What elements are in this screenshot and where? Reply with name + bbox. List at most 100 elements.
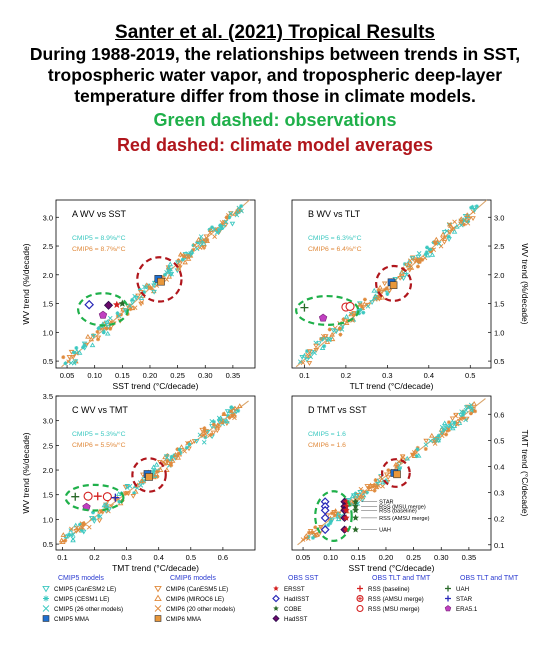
obs-cobe	[352, 498, 359, 505]
model-point	[349, 502, 354, 507]
x-tick-label: 0.25	[406, 553, 421, 562]
x-tick-label: 0.4	[424, 371, 434, 380]
x-tick-label: 0.30	[434, 553, 449, 562]
model-point	[229, 221, 236, 227]
model-point	[139, 299, 145, 305]
model-point	[470, 216, 476, 222]
model-point	[384, 286, 389, 291]
legend-marker	[273, 585, 279, 591]
model-point	[451, 423, 458, 429]
model-point	[471, 400, 477, 406]
model-point	[358, 495, 363, 500]
slope-label-cmip5: CMIP5 = 5.3%/°C	[72, 430, 126, 438]
y-tick-label: 2.5	[43, 242, 53, 251]
x-tick-label: 0.3	[382, 371, 392, 380]
model-point	[461, 222, 466, 227]
legend-label: CMIP6 (20 other models)	[166, 606, 235, 613]
model-point	[197, 242, 204, 248]
legend-label: CMIP5 (CanESM2 LE)	[54, 586, 116, 593]
model-point	[108, 326, 113, 331]
model-point	[225, 413, 230, 418]
model-point	[167, 261, 174, 267]
legend-marker	[273, 605, 279, 611]
model-point	[66, 355, 73, 360]
model-point	[452, 420, 457, 425]
observations-ellipse	[314, 490, 353, 542]
model-point	[104, 326, 109, 331]
x-tick-label: 0.2	[89, 553, 99, 562]
x-tick-label: 0.05	[296, 553, 311, 562]
y-tick-label: 0.5	[494, 357, 504, 366]
y-tick-label: 0.5	[43, 540, 53, 549]
model-point	[205, 237, 210, 242]
model-point	[335, 516, 342, 522]
legend-label: STAR	[456, 596, 473, 603]
model-point	[300, 537, 306, 542]
model-average-circle	[375, 264, 413, 302]
model-point	[176, 258, 181, 263]
model-point	[157, 467, 164, 472]
model-point	[85, 333, 91, 339]
model-point	[415, 264, 420, 269]
model-point	[69, 526, 74, 532]
model-point	[424, 250, 429, 255]
model-point	[358, 307, 363, 312]
obs-hadsst	[103, 300, 114, 310]
slope-label-cmip6: CMIP6 = 5.5%/°C	[72, 441, 126, 449]
model-point	[373, 484, 380, 490]
model-point	[369, 300, 375, 306]
model-point	[361, 310, 366, 315]
model-point	[362, 297, 367, 302]
model-point	[425, 245, 430, 250]
y-axis-label: WV trend (%/decade)	[21, 243, 31, 324]
model-point	[332, 325, 338, 331]
models-note: Red dashed: climate model averages	[116, 135, 434, 155]
model-point	[210, 430, 217, 436]
model-point	[210, 225, 215, 230]
legend-marker	[445, 585, 451, 592]
panel-a: 0.05 0.10 0.15 0.20 0.25 0.30 0.35 0.5 1.0 1.5 2.0…	[21, 199, 256, 391]
model-point	[329, 511, 334, 516]
model-point	[415, 254, 422, 260]
model-point	[436, 433, 441, 438]
model-point	[303, 535, 309, 541]
obs-ersst	[342, 506, 350, 514]
model-point	[471, 205, 478, 211]
model-point	[165, 458, 170, 463]
model-point	[428, 247, 433, 252]
model-point	[378, 477, 385, 483]
model-point	[375, 296, 381, 302]
obs-uah	[300, 303, 309, 312]
model-point	[212, 234, 217, 240]
model-point	[373, 478, 378, 483]
model-point	[379, 289, 385, 295]
model-point	[423, 442, 429, 447]
model-point	[221, 411, 226, 416]
model-point	[239, 208, 244, 214]
model-point	[227, 215, 232, 220]
row-label: RSS (MSU merge)	[379, 504, 426, 510]
legend-marker	[357, 585, 363, 592]
model-point	[180, 257, 185, 262]
obs-hadisst	[84, 299, 95, 310]
model-point	[409, 452, 416, 458]
model-point	[447, 222, 454, 228]
model-point	[464, 416, 470, 422]
model-point	[187, 442, 192, 447]
model-point	[183, 251, 189, 256]
x-tick-label: 0.6	[218, 553, 228, 562]
model-point	[463, 218, 470, 224]
model-point	[211, 419, 216, 424]
y-tick-label: 0.5	[494, 436, 504, 445]
model-point	[316, 341, 322, 346]
y-tick-label: 2.0	[43, 466, 53, 475]
model-point	[89, 515, 95, 521]
model-point	[203, 234, 210, 240]
model-point	[74, 525, 80, 531]
model-point	[357, 489, 363, 495]
model-point	[379, 294, 386, 300]
model-point	[233, 409, 240, 415]
model-point	[95, 329, 100, 334]
x-axis-label: SST trend (°C/decade)	[349, 563, 435, 573]
y-tick-label: 3.5	[43, 392, 53, 401]
